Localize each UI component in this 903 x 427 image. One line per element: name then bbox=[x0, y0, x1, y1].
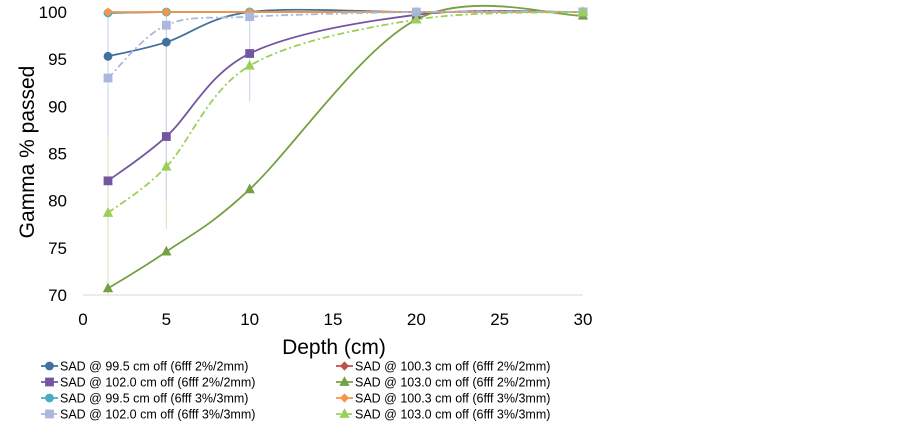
legend-item: SAD @ 102.0 cm off (6fff 3%/3mm) bbox=[41, 408, 255, 422]
data-point bbox=[161, 7, 171, 17]
y-tick-label: 100 bbox=[39, 3, 67, 22]
series-lines bbox=[107, 4, 584, 290]
series-line-1 bbox=[107, 8, 583, 58]
legend-item: SAD @ 103.0 cm off (6fff 2%/2mm) bbox=[336, 376, 550, 390]
data-point bbox=[245, 12, 255, 22]
data-point bbox=[103, 73, 113, 83]
y-tick-label: 85 bbox=[48, 145, 67, 164]
legend-marker bbox=[45, 361, 54, 371]
legend-label: SAD @ 103.0 cm off (6fff 3%/3mm) bbox=[355, 408, 550, 422]
series-line-8 bbox=[107, 11, 584, 214]
x-tick-label: 0 bbox=[78, 310, 87, 329]
legend: SAD @ 99.5 cm off (6fff 2%/2mm) SAD @ 100… bbox=[41, 360, 550, 422]
data-point bbox=[244, 183, 255, 194]
y-tick-label: 70 bbox=[48, 286, 67, 305]
data-point bbox=[411, 13, 422, 24]
x-tick-label: 5 bbox=[162, 310, 171, 329]
data-point bbox=[102, 207, 114, 217]
legend-label: SAD @ 103.0 cm off (6fff 2%/2mm) bbox=[355, 376, 550, 390]
series-line-4 bbox=[107, 4, 584, 290]
data-point bbox=[103, 7, 113, 17]
legend-label: SAD @ 100.3 cm off (6fff 2%/2mm) bbox=[355, 360, 550, 374]
legend-marker bbox=[339, 376, 350, 386]
y-axis-title: Gamma % passed bbox=[16, 66, 39, 239]
legend-label: SAD @ 100.3 cm off (6fff 3%/3mm) bbox=[355, 392, 550, 406]
legend-item: SAD @ 102.0 cm off (6fff 2%/2mm) bbox=[41, 376, 255, 390]
legend-item: SAD @ 99.5 cm off (6fff 2%/2mm) bbox=[41, 360, 248, 374]
data-point bbox=[161, 20, 171, 30]
data-point bbox=[161, 132, 171, 141]
legend-label: SAD @ 102.0 cm off (6fff 2%/2mm) bbox=[60, 376, 255, 390]
legend-label: SAD @ 102.0 cm off (6fff 3%/3mm) bbox=[60, 408, 255, 422]
x-tick-label: 20 bbox=[407, 310, 426, 329]
legend-label: SAD @ 99.5 cm off (6fff 3%/3mm) bbox=[60, 392, 248, 406]
data-point bbox=[244, 59, 255, 70]
legend-marker bbox=[339, 361, 350, 371]
series-markers bbox=[102, 6, 589, 293]
x-tick-label: 15 bbox=[324, 310, 343, 329]
y-tick-label: 95 bbox=[48, 50, 67, 69]
legend-marker bbox=[339, 408, 350, 418]
legend-item: SAD @ 100.3 cm off (6fff 3%/3mm) bbox=[336, 392, 550, 406]
legend-marker bbox=[45, 409, 54, 419]
x-tick-label: 25 bbox=[490, 310, 509, 329]
data-point bbox=[102, 282, 114, 293]
legend-marker bbox=[45, 393, 54, 403]
data-point bbox=[161, 245, 172, 256]
legend-item: SAD @ 99.5 cm off (6fff 3%/3mm) bbox=[41, 392, 248, 406]
data-point bbox=[103, 51, 113, 61]
data-point bbox=[577, 6, 589, 16]
legend-label: SAD @ 99.5 cm off (6fff 2%/2mm) bbox=[60, 360, 248, 374]
y-tick-labels: 70 75 80 85 90 95 100 bbox=[39, 3, 67, 305]
x-tick-label: 30 bbox=[574, 310, 593, 329]
series-line-7 bbox=[107, 10, 584, 79]
x-axis-title: Depth (cm) bbox=[282, 336, 386, 359]
x-tick-labels: 0 5 10 15 20 25 30 bbox=[78, 310, 592, 329]
legend-marker bbox=[339, 393, 350, 403]
legend-marker bbox=[45, 377, 54, 387]
data-point bbox=[245, 49, 255, 58]
y-tick-label: 90 bbox=[48, 97, 67, 116]
y-tick-label: 75 bbox=[48, 239, 67, 258]
legend-item: SAD @ 103.0 cm off (6fff 3%/3mm) bbox=[336, 408, 550, 422]
legend-item: SAD @ 100.3 cm off (6fff 2%/2mm) bbox=[336, 360, 550, 374]
data-point bbox=[103, 176, 113, 186]
x-tick-label: 10 bbox=[240, 310, 259, 329]
data-point bbox=[161, 160, 172, 171]
data-point bbox=[161, 37, 171, 47]
y-tick-label: 80 bbox=[48, 192, 67, 211]
